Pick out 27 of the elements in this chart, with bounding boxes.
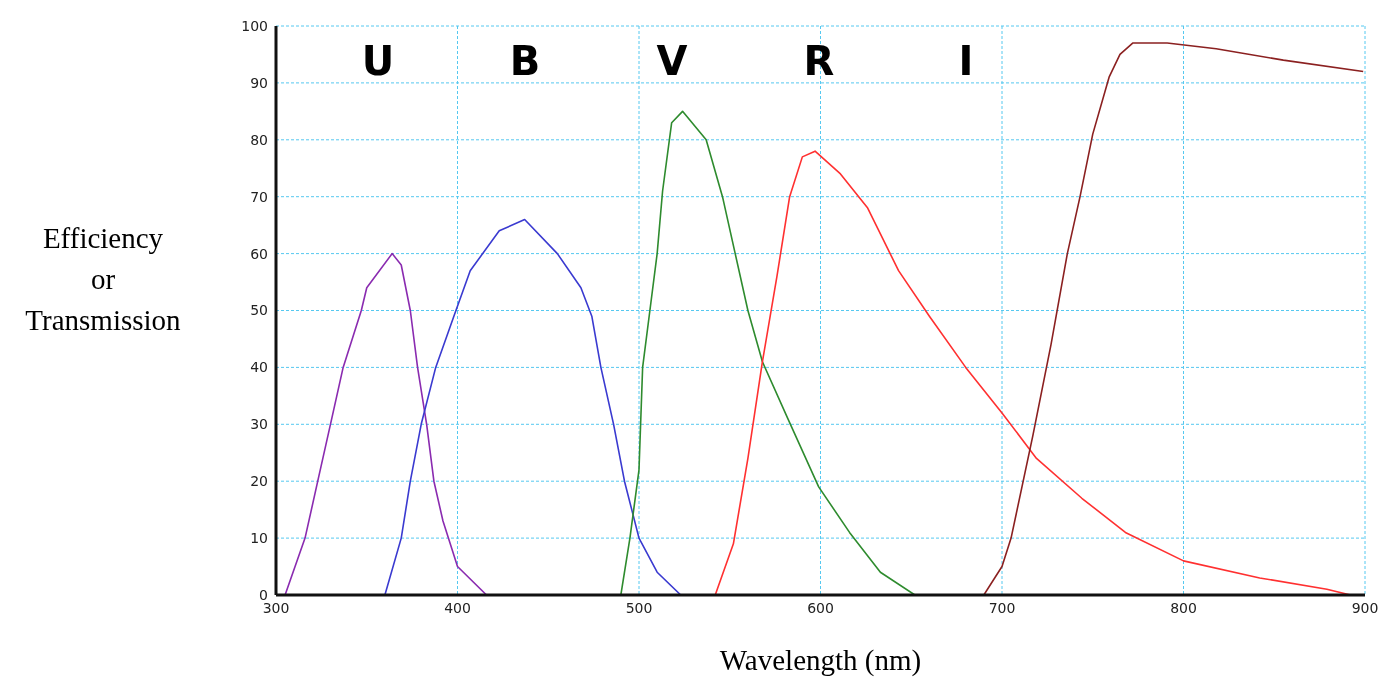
- x-tick-label: 400: [444, 599, 471, 616]
- line-series: [620, 110, 916, 595]
- y-tick-label: 100: [241, 17, 268, 34]
- y-tick-label: 10: [250, 530, 268, 547]
- y-tick-label: 30: [250, 416, 268, 433]
- line-series: [284, 252, 488, 595]
- line-series: [983, 42, 1364, 595]
- y-axis-title: Efficiency or Transmission: [24, 221, 182, 338]
- annotation: V: [655, 38, 689, 84]
- annotation: R: [802, 38, 836, 84]
- x-tick-label: 600: [807, 599, 834, 616]
- y-tick-label: 40: [250, 359, 268, 376]
- x-tick-label: 800: [1170, 599, 1197, 616]
- x-axis-title: Wavelength (nm): [718, 644, 923, 677]
- x-tick-label: 700: [988, 599, 1016, 616]
- x-tick-label: 500: [625, 599, 653, 616]
- y-tick-label: 90: [250, 74, 268, 91]
- y-tick-label: 50: [250, 302, 268, 319]
- y-tick-label: 60: [250, 245, 268, 262]
- annotation: I: [957, 38, 975, 84]
- y-tick-label: 20: [250, 473, 268, 490]
- annotation: B: [508, 38, 542, 84]
- y-tick-label: 80: [250, 131, 268, 148]
- line-series: [384, 218, 682, 595]
- x-tick-label: 900: [1351, 599, 1379, 616]
- y-tick-label: 70: [250, 188, 268, 205]
- annotation: U: [360, 38, 396, 84]
